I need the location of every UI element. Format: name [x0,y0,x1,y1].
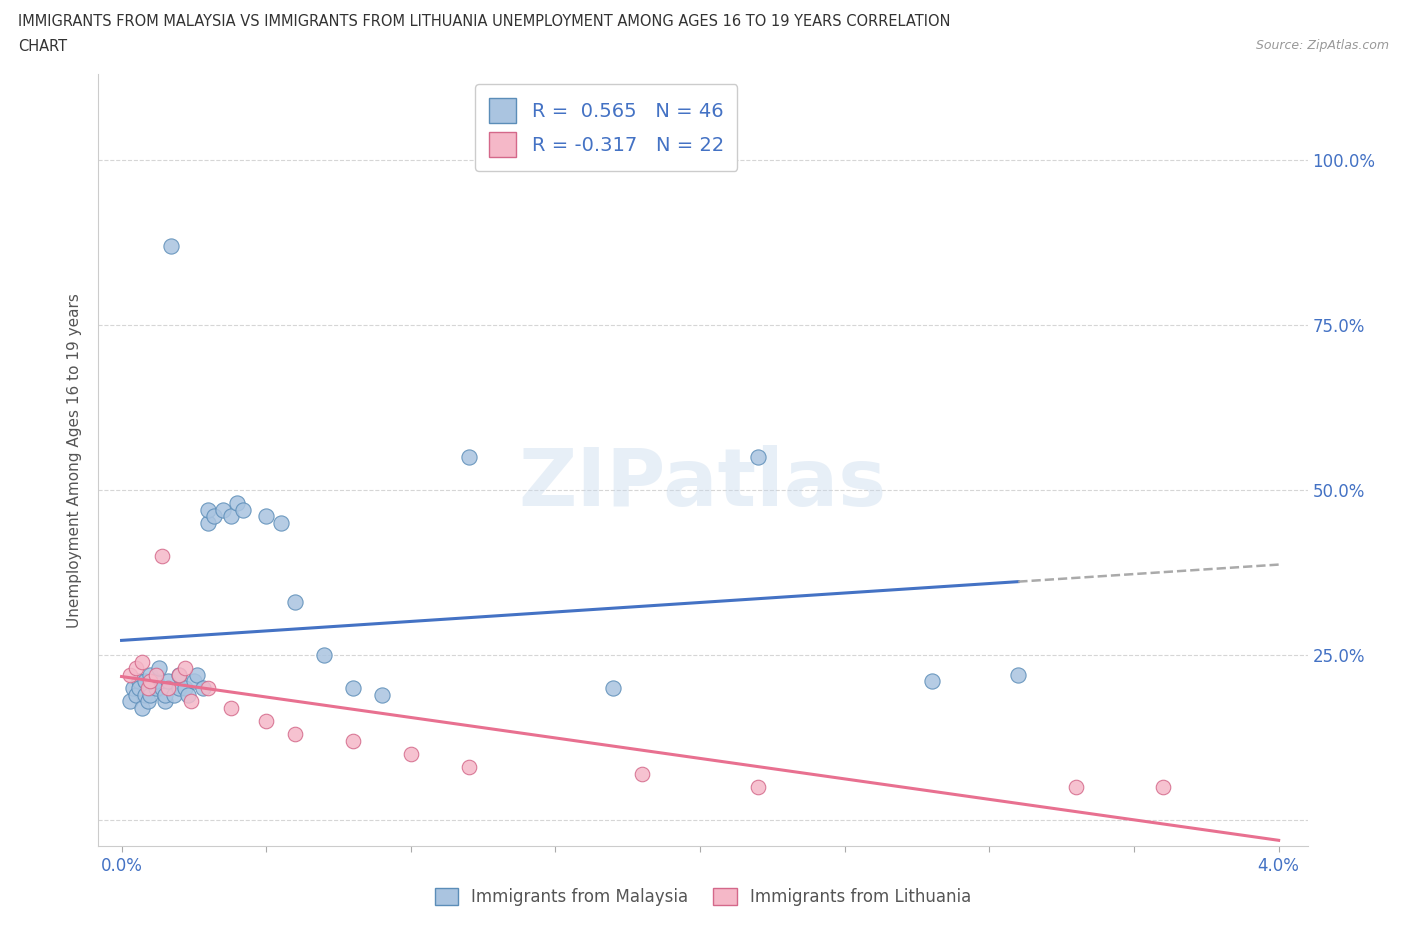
Point [1152,779,1174,794]
Point [221,509,243,524]
Point [221,700,243,715]
Point [270,515,292,530]
Point [342,733,364,748]
Point [211,502,233,517]
Point [284,595,307,610]
Point [197,681,219,696]
Point [1007,668,1029,683]
Point [125,687,148,702]
Point [150,681,173,696]
Point [125,660,148,675]
Point [162,687,184,702]
Point [457,760,479,775]
Text: CHART: CHART [18,39,67,54]
Point [284,726,307,741]
Point [177,687,200,702]
Point [156,681,179,696]
Point [145,681,167,696]
Y-axis label: Unemployment Among Ages 16 to 19 years: Unemployment Among Ages 16 to 19 years [67,293,83,628]
Point [191,681,214,696]
Point [169,681,191,696]
Point [148,660,170,675]
Point [139,674,162,689]
Point [134,674,156,689]
Point [139,687,162,702]
Point [747,449,769,464]
Legend: R =  0.565   N = 46, R = -0.317   N = 22: R = 0.565 N = 46, R = -0.317 N = 22 [475,84,737,171]
Point [128,681,150,696]
Point [136,694,159,709]
Point [342,681,364,696]
Point [153,694,176,709]
Point [169,668,191,683]
Point [120,694,142,709]
Point [371,687,394,702]
Point [631,766,654,781]
Point [134,687,156,702]
Point [122,681,145,696]
Point [139,681,162,696]
Point [602,681,624,696]
Point [131,700,153,715]
Point [180,694,202,709]
Point [197,515,219,530]
Point [747,779,769,794]
Point [153,687,176,702]
Point [145,674,167,689]
Legend: Immigrants from Malaysia, Immigrants from Lithuania: Immigrants from Malaysia, Immigrants fro… [427,881,979,912]
Point [1064,779,1087,794]
Point [174,660,197,675]
Point [139,668,162,683]
Point [254,509,277,524]
Text: ZIPatlas: ZIPatlas [519,445,887,523]
Point [156,674,179,689]
Point [186,668,208,683]
Point [120,668,142,683]
Point [159,238,181,253]
Text: Source: ZipAtlas.com: Source: ZipAtlas.com [1256,39,1389,52]
Point [150,549,173,564]
Point [232,502,254,517]
Point [399,747,422,762]
Point [197,502,219,517]
Point [145,668,167,683]
Point [254,713,277,728]
Point [128,674,150,689]
Point [136,681,159,696]
Text: IMMIGRANTS FROM MALAYSIA VS IMMIGRANTS FROM LITHUANIA UNEMPLOYMENT AMONG AGES 16: IMMIGRANTS FROM MALAYSIA VS IMMIGRANTS F… [18,14,950,29]
Point [226,496,249,511]
Point [169,668,191,683]
Point [457,449,479,464]
Point [202,509,225,524]
Point [131,654,153,669]
Point [921,674,943,689]
Point [183,674,205,689]
Point [312,647,335,662]
Point [174,681,197,696]
